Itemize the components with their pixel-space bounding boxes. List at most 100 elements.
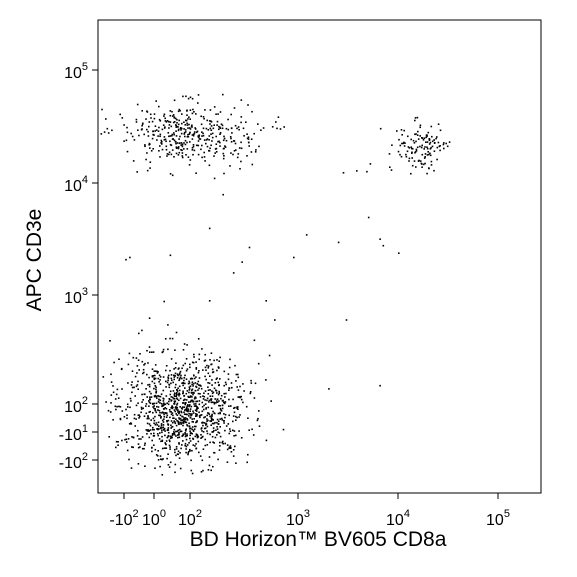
event-dot	[197, 392, 200, 395]
event-dot	[216, 418, 219, 421]
event-dot	[173, 394, 176, 396]
event-dot	[196, 400, 199, 403]
event-dot	[162, 350, 164, 353]
event-dot	[414, 119, 416, 122]
event-dot	[257, 362, 260, 365]
event-dot	[176, 377, 179, 379]
event-dot	[164, 138, 167, 141]
event-dot	[223, 422, 225, 424]
event-dot	[212, 127, 215, 130]
event-dot	[209, 123, 211, 125]
event-dot	[142, 407, 144, 410]
event-dot	[146, 373, 148, 376]
event-dot	[130, 132, 132, 135]
event-dot	[215, 151, 218, 153]
event-dot	[207, 386, 209, 388]
event-dot	[141, 123, 144, 125]
event-dot	[169, 440, 171, 443]
event-dot	[240, 437, 243, 439]
event-dot	[198, 377, 201, 379]
event-dot	[181, 419, 184, 421]
event-dot	[193, 418, 195, 420]
event-dot	[436, 146, 439, 149]
event-dot	[146, 349, 148, 352]
event-dot	[164, 403, 167, 406]
event-dot	[178, 367, 180, 369]
event-dot	[188, 422, 190, 425]
event-dot	[404, 142, 406, 144]
event-dot	[195, 443, 197, 445]
event-dot	[209, 415, 211, 418]
event-dot	[185, 448, 187, 450]
event-dot	[193, 377, 196, 380]
event-dot	[154, 409, 156, 412]
event-dot	[178, 389, 181, 392]
event-dot	[226, 448, 229, 451]
event-dot	[413, 160, 416, 162]
event-dot	[183, 131, 186, 134]
event-dot	[224, 146, 227, 148]
event-dot	[131, 135, 134, 138]
event-dot	[161, 431, 163, 434]
event-dot	[187, 133, 189, 136]
event-dot	[158, 409, 161, 412]
event-dot	[270, 400, 272, 402]
event-dot	[186, 425, 189, 427]
event-dot	[171, 149, 174, 151]
event-dot	[193, 428, 196, 430]
event-dot	[159, 414, 161, 417]
event-dot	[178, 108, 181, 111]
event-dot	[119, 417, 122, 420]
event-dot	[178, 457, 181, 459]
event-dot	[251, 428, 253, 431]
event-dot	[206, 420, 208, 422]
event-dot	[167, 379, 169, 382]
event-dot	[160, 402, 163, 405]
event-dot	[210, 125, 213, 127]
event-dot	[181, 444, 183, 446]
event-dot	[162, 376, 165, 378]
event-dot	[159, 376, 162, 378]
event-dot	[169, 437, 172, 439]
event-dot	[240, 141, 242, 144]
event-dot	[148, 417, 150, 420]
event-dot	[153, 432, 155, 435]
event-dot	[251, 110, 253, 113]
event-dot	[148, 121, 151, 123]
event-dot	[205, 369, 207, 371]
event-dot	[161, 128, 164, 131]
event-dot	[282, 428, 285, 431]
event-dot	[436, 158, 438, 161]
event-dot	[132, 356, 135, 359]
event-dot	[213, 359, 215, 362]
event-dot	[190, 377, 193, 380]
event-dot	[403, 129, 405, 132]
event-dot	[209, 420, 211, 422]
event-dot	[228, 398, 230, 401]
event-dot	[229, 445, 232, 447]
event-dot	[189, 96, 192, 99]
event-dot	[193, 111, 195, 113]
event-dot	[154, 467, 156, 469]
event-dot	[196, 421, 198, 423]
event-dot	[183, 148, 185, 150]
event-dot	[146, 152, 148, 154]
event-dot	[182, 440, 184, 442]
event-dot	[218, 404, 220, 407]
event-dot	[265, 439, 268, 442]
event-dot	[172, 406, 174, 409]
event-dot	[233, 430, 236, 432]
event-dot	[215, 402, 217, 404]
event-dot	[197, 135, 199, 137]
event-dot	[177, 147, 180, 150]
event-dot	[247, 104, 249, 106]
event-dot	[209, 433, 211, 436]
event-dot	[192, 145, 195, 148]
event-dot	[182, 364, 185, 367]
event-dot	[176, 453, 179, 455]
event-dot	[168, 384, 171, 386]
event-dot	[157, 406, 160, 408]
event-dot	[250, 151, 253, 153]
event-dot	[166, 402, 168, 404]
event-dot	[212, 427, 215, 429]
